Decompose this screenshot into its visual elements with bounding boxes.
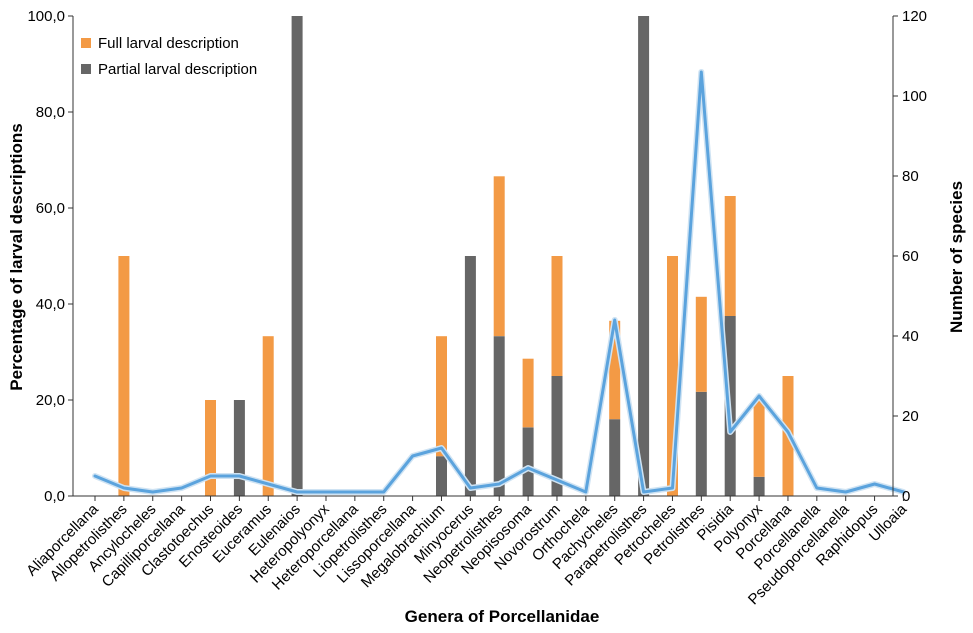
y2-tick-label: 80	[902, 168, 919, 185]
bar-full	[118, 256, 130, 496]
legend-label-partial: Partial larval description	[98, 61, 257, 78]
legend: Full larval description Partial larval d…	[81, 35, 257, 78]
bar-full	[262, 336, 274, 496]
species-line	[93, 70, 905, 494]
bar-partial	[436, 456, 447, 496]
bar-partial	[753, 476, 765, 496]
bar-full	[493, 176, 505, 337]
bars-layer	[118, 16, 794, 496]
y-tick-label: 80,0	[36, 104, 65, 121]
legend-label-full: Full larval description	[98, 35, 239, 52]
bar-full	[695, 296, 707, 392]
bar-partial	[464, 256, 476, 496]
y2-tick-label: 120	[902, 8, 927, 25]
y2-tick-label: 60	[902, 248, 919, 265]
x-axis-title: Genera of Porcellanidae	[405, 607, 600, 626]
bar-full	[724, 196, 736, 316]
bar-full	[522, 358, 534, 428]
y2-tick-label: 40	[902, 328, 919, 345]
bar-full	[667, 256, 678, 496]
y2-tick-label: 0	[902, 488, 910, 505]
bar-partial	[609, 419, 621, 496]
bar-partial	[291, 16, 303, 496]
bar-partial	[695, 391, 707, 496]
y2-tick-label: 100	[902, 88, 927, 105]
y2-axis-title: Number of species	[947, 181, 966, 333]
legend-swatch-full	[81, 38, 91, 48]
bar-partial	[551, 376, 563, 496]
bar-partial	[233, 400, 245, 496]
bar-partial	[522, 427, 534, 496]
bar-full	[436, 336, 447, 457]
bar-full	[551, 256, 563, 376]
y-tick-label: 20,0	[36, 392, 65, 409]
y2-tick-label: 20	[902, 408, 919, 425]
y-tick-label: 60,0	[36, 200, 65, 217]
species-line-layer	[92, 69, 907, 495]
y-tick-label: 100,0	[27, 8, 65, 25]
y-tick-label: 0,0	[44, 488, 65, 505]
legend-swatch-partial	[81, 64, 91, 74]
bar-full	[205, 400, 216, 496]
bar-full	[753, 400, 765, 477]
bar-partial	[638, 16, 650, 496]
y-axis-title: Percentage of larval descriptions	[7, 123, 26, 390]
y-tick-label: 40,0	[36, 296, 65, 313]
bar-partial	[493, 336, 505, 496]
bar-full	[609, 320, 621, 420]
